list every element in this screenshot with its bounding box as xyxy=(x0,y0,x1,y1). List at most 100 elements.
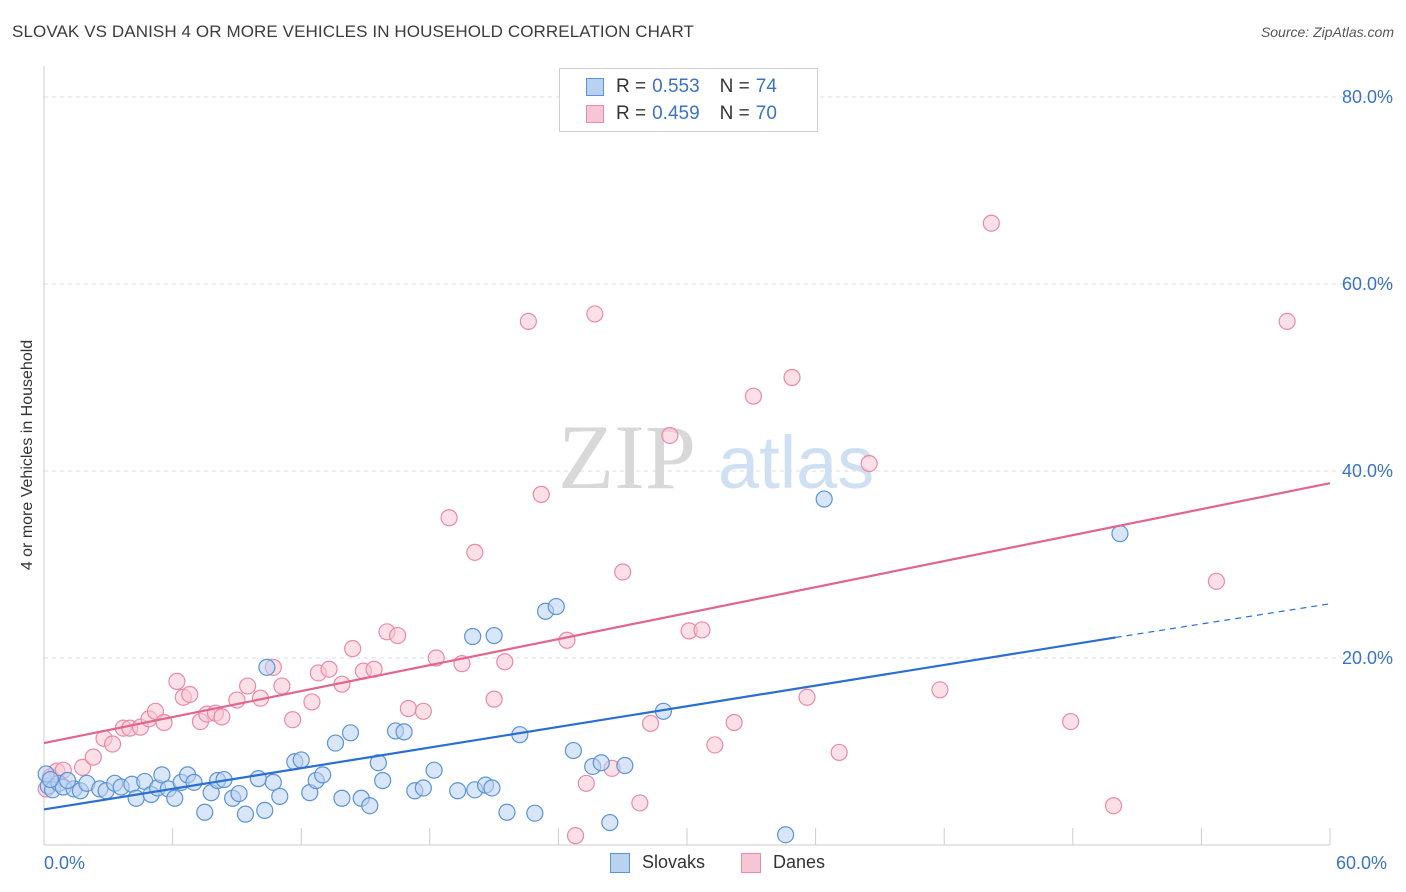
legend-swatch-pink xyxy=(586,105,604,123)
bottom-legend-swatch-blue xyxy=(610,852,630,873)
data-point xyxy=(181,685,199,704)
data-point xyxy=(616,756,634,775)
data-point xyxy=(440,509,458,527)
data-point xyxy=(496,653,514,671)
bottom-legend-label: Slovaks xyxy=(642,852,706,872)
data-point xyxy=(213,708,231,726)
data-point xyxy=(725,713,743,732)
bottom-legend-label: Danes xyxy=(773,852,826,872)
data-point xyxy=(239,677,257,695)
data-point xyxy=(341,724,360,742)
correlation-legend: R = 0.553 N = 74 R = 0.459 N = 70 xyxy=(559,68,818,132)
data-point xyxy=(41,770,60,789)
data-point xyxy=(58,771,77,790)
bottom-legend-danes: Danes xyxy=(741,852,825,873)
y-tick-label: 20.0% xyxy=(1342,648,1393,668)
data-point xyxy=(483,779,501,797)
x-tick-label-max: 60.0% xyxy=(1336,853,1388,873)
data-point xyxy=(519,312,537,330)
data-point xyxy=(1207,572,1226,590)
data-point xyxy=(256,801,274,820)
data-point xyxy=(414,779,432,797)
data-point xyxy=(577,774,595,792)
data-point xyxy=(236,805,255,823)
data-point xyxy=(314,766,332,784)
legend-n-value: 74 xyxy=(755,76,777,97)
data-point xyxy=(631,794,649,812)
danes-points xyxy=(37,214,1296,845)
watermark-atlas: atlas xyxy=(718,421,874,504)
watermark-zip: ZIP xyxy=(558,406,696,508)
legend-n-label: N = xyxy=(719,103,750,124)
data-point xyxy=(258,658,276,676)
data-point xyxy=(264,773,282,791)
data-point xyxy=(485,626,503,645)
slovaks-points xyxy=(37,490,1129,844)
data-point xyxy=(466,543,484,561)
legend-r-label: R = xyxy=(616,76,647,97)
data-point xyxy=(73,758,92,776)
data-point xyxy=(982,214,1000,232)
data-point xyxy=(414,702,432,720)
data-point xyxy=(547,597,565,616)
data-point xyxy=(532,485,550,503)
data-point xyxy=(661,426,679,445)
data-point xyxy=(374,771,392,790)
data-point xyxy=(399,699,417,718)
legend-r-value: 0.459 xyxy=(652,103,700,124)
data-point xyxy=(273,677,291,695)
data-point xyxy=(389,626,407,645)
data-point xyxy=(449,782,467,800)
data-point xyxy=(776,826,795,844)
grid-lines xyxy=(44,96,1392,659)
data-point xyxy=(586,305,604,323)
data-point xyxy=(815,490,833,508)
data-point xyxy=(566,827,585,845)
data-point xyxy=(798,688,816,706)
trend-line-slovaks xyxy=(43,636,1116,811)
data-point xyxy=(303,693,321,711)
data-point xyxy=(395,723,413,741)
data-point xyxy=(185,773,203,791)
data-point xyxy=(614,563,632,581)
data-point xyxy=(485,690,503,708)
data-point xyxy=(333,789,351,807)
legend-n-label: N = xyxy=(719,76,750,97)
trend-line-slovaks-extension xyxy=(1115,603,1331,639)
trend-lines xyxy=(43,482,1331,811)
y-tick-labels: 20.0% 40.0% 60.0% 80.0% xyxy=(1342,87,1393,668)
data-point xyxy=(320,660,338,678)
data-point xyxy=(564,741,583,760)
data-point xyxy=(127,789,145,807)
data-point xyxy=(860,454,878,473)
data-point xyxy=(931,681,949,699)
data-point xyxy=(783,368,801,387)
watermark: ZIP atlas xyxy=(558,406,874,508)
data-point xyxy=(361,797,379,815)
data-point xyxy=(706,736,724,754)
data-point xyxy=(292,751,310,769)
data-point xyxy=(526,804,544,822)
x-tick-label-min: 0.0% xyxy=(44,853,86,873)
axes xyxy=(43,66,1331,846)
legend-row-slovaks: R = 0.553 N = 74 xyxy=(586,75,777,99)
data-point xyxy=(425,761,443,779)
chart-title: SLOVAK VS DANISH 4 OR MORE VEHICLES IN H… xyxy=(12,22,695,41)
data-point xyxy=(592,754,610,772)
data-point xyxy=(1278,312,1296,330)
trend-line-danes xyxy=(43,482,1331,745)
data-point xyxy=(84,748,102,766)
data-point xyxy=(153,766,171,784)
data-point xyxy=(558,631,576,649)
data-point xyxy=(1062,712,1080,731)
y-tick-label: 80.0% xyxy=(1342,87,1393,107)
data-point xyxy=(344,640,362,658)
data-point xyxy=(693,621,711,639)
data-point xyxy=(1104,797,1123,815)
data-point xyxy=(103,735,122,753)
legend-r-label: R = xyxy=(616,103,647,124)
data-point xyxy=(744,387,763,405)
legend-swatch-blue xyxy=(586,78,604,96)
data-point xyxy=(601,813,619,832)
